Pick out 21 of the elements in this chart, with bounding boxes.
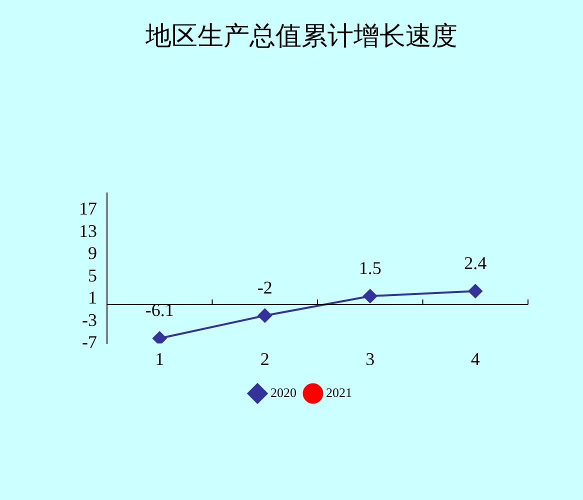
legend-label: 2020 — [270, 384, 296, 400]
y-tick-label: -3 — [82, 310, 97, 330]
y-tick-label: -7 — [82, 332, 97, 352]
x-tick-label: 2 — [260, 348, 270, 369]
point — [152, 331, 167, 344]
y-tick-label: 13 — [79, 220, 97, 241]
x-tick-label: 3 — [366, 348, 375, 369]
data-label: -2 — [257, 277, 272, 298]
x-tick-label: 1 — [155, 348, 164, 369]
y-tick-label: 5 — [88, 265, 97, 286]
y-tick-label: 9 — [88, 243, 97, 264]
legend-label: 2021 — [326, 384, 352, 400]
point — [258, 308, 272, 323]
x-tick-label: 4 — [470, 348, 480, 369]
data-label: 2.4 — [464, 252, 487, 273]
data-label: 1.5 — [358, 258, 382, 278]
point — [468, 284, 482, 298]
y-tick-label: 17 — [79, 198, 97, 219]
point — [363, 289, 378, 304]
chart-title: 地区生产总值累计增长速度 — [144, 21, 458, 50]
y-tick-label: 1 — [88, 288, 97, 308]
